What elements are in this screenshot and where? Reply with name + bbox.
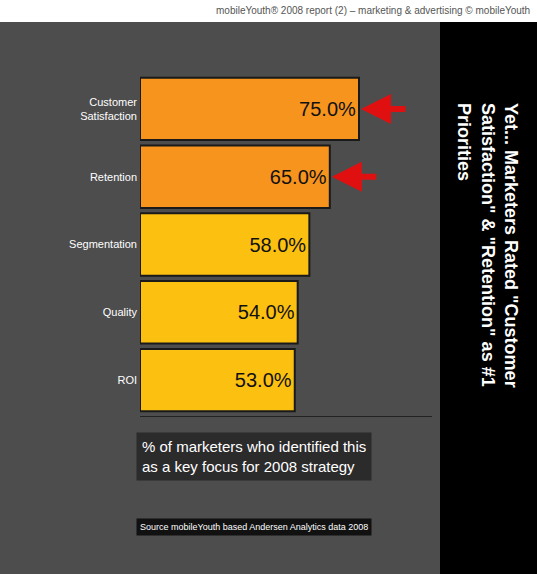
svg-text:53.0%: 53.0%: [235, 369, 292, 391]
svg-text:75.0%: 75.0%: [299, 98, 356, 120]
svg-text:58.0%: 58.0%: [249, 234, 306, 256]
svg-text:Retention: Retention: [90, 171, 137, 183]
svg-text:% of marketers who identified: % of marketers who identified thisas a k…: [142, 438, 366, 475]
svg-text:65.0%: 65.0%: [270, 166, 327, 188]
svg-text:54.0%: 54.0%: [238, 301, 295, 323]
svg-text:Segmentation: Segmentation: [69, 238, 137, 250]
svg-text:mobileYouth® 2008 report (2) –: mobileYouth® 2008 report (2) – marketing…: [216, 5, 530, 16]
svg-text:ROI: ROI: [117, 374, 137, 386]
svg-text:CustomerSatisfaction: CustomerSatisfaction: [80, 96, 137, 122]
svg-text:Source mobileYouth based Ander: Source mobileYouth based Andersen Analyt…: [140, 522, 368, 532]
svg-text:Yet... Marketers Rated "Custom: Yet... Marketers Rated "CustomerSatisfac…: [454, 103, 521, 388]
svg-text:Quality: Quality: [103, 306, 138, 318]
